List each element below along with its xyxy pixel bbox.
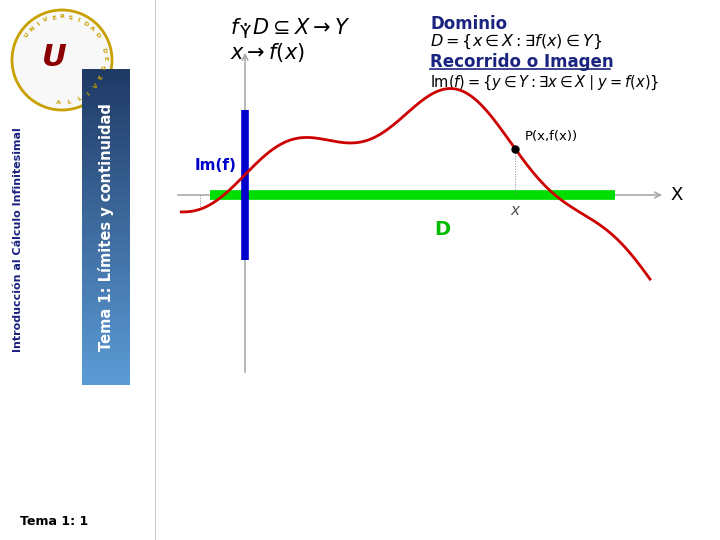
Text: R: R [60,15,64,19]
Bar [82,140,130,149]
Text: I: I [36,21,41,26]
Text: Dominio: Dominio [430,15,507,33]
Text: A: A [56,100,62,105]
Circle shape [12,10,112,110]
Text: V: V [92,83,99,90]
Bar [82,258,130,267]
Text: $\mathrm{Im}(f) = \{y \in Y : \exists x \in X \mid y = f(x)\}$: $\mathrm{Im}(f) = \{y \in Y : \exists x … [430,74,660,92]
Text: E: E [98,75,104,80]
Bar [82,124,130,133]
Bar [82,171,130,180]
Text: S: S [68,15,73,21]
Bar [82,289,130,299]
Bar [82,368,130,377]
Text: L: L [76,96,82,103]
Bar [82,329,130,338]
Bar [82,353,130,361]
Text: D: D [101,47,107,53]
Bar [82,360,130,369]
Text: V: V [42,17,49,23]
Bar [82,298,130,306]
Bar [82,242,130,251]
Bar [82,164,130,172]
Bar [82,234,130,243]
Bar [82,85,130,93]
Text: U: U [42,44,66,72]
Text: N: N [29,25,36,33]
Bar [82,321,130,330]
Bar [82,219,130,227]
Text: $D = \{x \in X : \exists f(x) \in Y\}$: $D = \{x \in X : \exists f(x) \in Y\}$ [430,33,602,51]
Text: U: U [23,32,30,39]
Text: X: X [670,186,683,204]
Text: A: A [89,25,95,32]
Bar [82,179,130,188]
Text: Tema 1: Límites y continuidad: Tema 1: Límites y continuidad [98,104,114,352]
Bar [82,274,130,282]
Bar [82,211,130,220]
Bar [82,156,130,165]
Text: $f:D \subseteq X \rightarrow Y$: $f:D \subseteq X \rightarrow Y$ [230,18,350,38]
Text: Introducción al Cálculo Infinitesimal: Introducción al Cálculo Infinitesimal [13,127,23,353]
Bar [82,109,130,117]
Text: E: E [51,15,56,21]
Text: E: E [102,56,107,60]
Bar [82,266,130,275]
Bar [82,313,130,322]
Bar [82,250,130,259]
Text: D: D [434,220,451,239]
Text: L: L [67,99,72,105]
Text: Recorrido o Imagen: Recorrido o Imagen [430,53,613,71]
Text: Tema 1: 1: Tema 1: 1 [20,515,89,528]
Bar [82,77,130,86]
Bar [82,226,130,235]
Text: $x \rightarrow f(x)$: $x \rightarrow f(x)$ [230,40,305,64]
Text: P(x,f(x)): P(x,f(x)) [525,130,578,143]
Text: x: x [510,203,520,218]
Bar [82,69,130,78]
Bar [82,345,130,354]
Bar [82,93,130,102]
Bar [82,195,130,204]
Text: D: D [94,32,101,39]
Bar [82,376,130,385]
Bar [82,100,130,110]
Bar [82,337,130,346]
Bar [82,305,130,314]
Text: I: I [76,17,80,23]
Bar [82,187,130,196]
Bar [82,282,130,291]
Text: I: I [86,91,91,97]
Bar [82,116,130,125]
Text: Im(f): Im(f) [195,158,237,172]
Text: D: D [82,21,89,28]
Text: S: S [102,65,107,70]
Bar [82,132,130,141]
Bar [82,203,130,212]
Text: Y: Y [240,24,251,42]
Bar [82,148,130,157]
